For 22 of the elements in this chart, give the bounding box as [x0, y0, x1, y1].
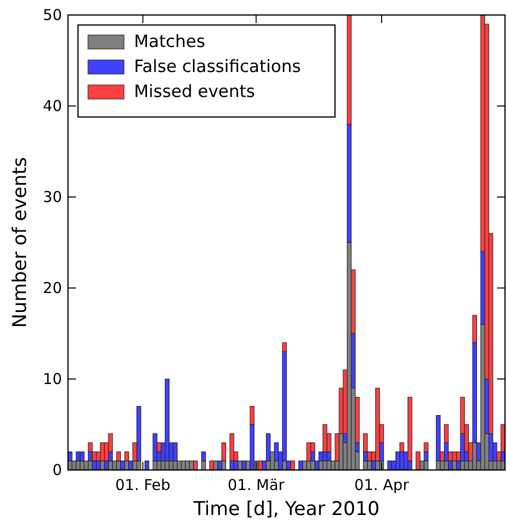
x-tick-label: 01. Feb — [115, 476, 170, 494]
legend-label: False classifications — [134, 57, 302, 77]
bar — [144, 460, 150, 470]
y-axis-title: Number of events — [9, 157, 31, 328]
bar — [193, 460, 198, 470]
x-axis-title: Time [d], Year 2010 — [192, 498, 380, 520]
legend-label: Missed events — [134, 82, 256, 102]
y-tick-label: 50 — [42, 6, 62, 24]
legend-label: Matches — [134, 32, 206, 52]
y-tick-label: 0 — [52, 461, 62, 479]
y-tick-label: 40 — [42, 97, 62, 115]
bar — [258, 460, 263, 470]
y-tick-label: 30 — [42, 188, 62, 206]
bar — [290, 460, 295, 470]
x-tick-label: 01. Mär — [228, 476, 286, 494]
bar — [242, 460, 246, 470]
bar — [416, 452, 420, 470]
x-tick-label: 01. Apr — [354, 476, 410, 494]
y-tick-label: 20 — [42, 279, 62, 297]
y-tick-label: 10 — [42, 370, 62, 388]
bar — [209, 460, 214, 470]
bar — [298, 460, 303, 470]
